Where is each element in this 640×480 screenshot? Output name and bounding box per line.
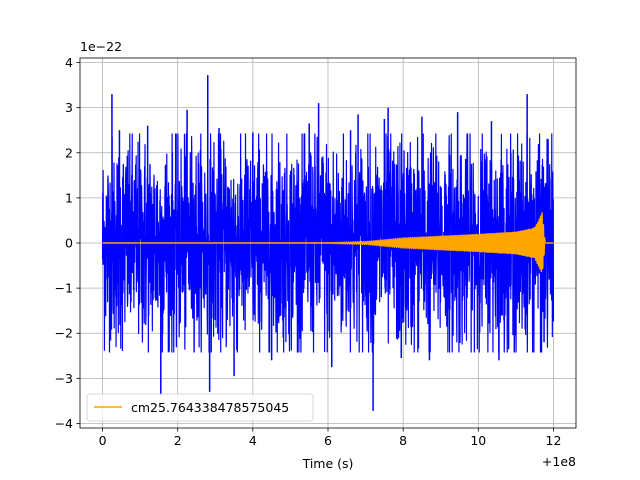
chirp-series-line [101, 212, 555, 273]
legend-box [86, 393, 314, 422]
x-tick-label: 12 [546, 433, 562, 448]
series-layer [101, 75, 555, 411]
x-tick-label: 10 [470, 433, 486, 448]
x-tick-label: 6 [324, 433, 332, 448]
legend-label: cm25.764338478575045 [131, 400, 289, 415]
y-tick-label: 2 [65, 145, 73, 160]
y-tick-label: −4 [55, 416, 73, 431]
x-axis-label: Time (s) [302, 456, 354, 471]
y-tick-label: −3 [55, 371, 73, 386]
x-offset-label: +1e8 [542, 454, 576, 469]
x-tick-label: 0 [99, 433, 107, 448]
x-tick-label: 4 [249, 433, 257, 448]
x-tick-label: 8 [399, 433, 407, 448]
y-tick-label: 3 [65, 100, 73, 115]
y-scale-label: 1e−22 [80, 39, 122, 54]
legend: cm25.764338478575045 [86, 393, 314, 422]
y-tick-label: −1 [55, 281, 73, 296]
noise-series-line [101, 133, 555, 353]
x-tick-label: 2 [174, 433, 182, 448]
y-tick-label: 0 [65, 236, 73, 251]
y-tick-label: 1 [65, 190, 73, 205]
y-tick-label: −2 [55, 326, 73, 341]
y-tick-label: 4 [65, 55, 73, 70]
